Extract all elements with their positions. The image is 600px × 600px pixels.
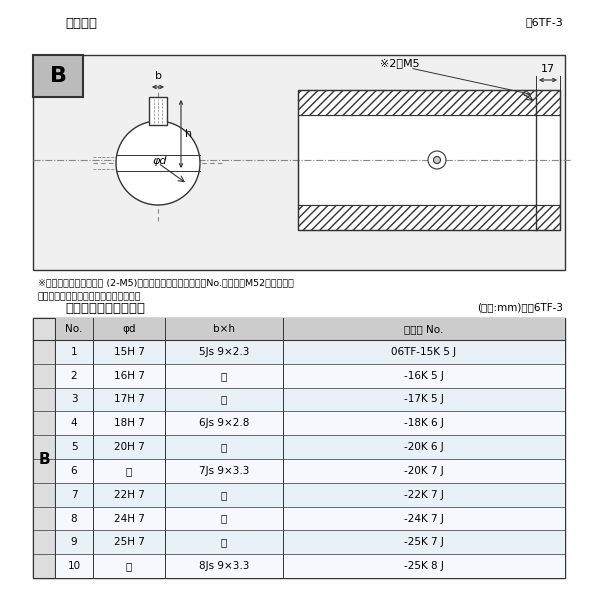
Text: -22K 7 J: -22K 7 J	[404, 490, 444, 500]
Text: 16H 7: 16H 7	[113, 371, 145, 381]
Text: 1: 1	[71, 347, 77, 357]
Text: 〃: 〃	[221, 514, 227, 523]
Text: -17K 5 J: -17K 5 J	[404, 395, 444, 404]
Text: 3: 3	[71, 395, 77, 404]
Text: 18H 7: 18H 7	[113, 418, 145, 428]
Circle shape	[433, 157, 440, 163]
Text: 7Js 9×3.3: 7Js 9×3.3	[199, 466, 249, 476]
Text: 〃: 〃	[221, 538, 227, 547]
Text: h: h	[185, 129, 192, 139]
Text: -18K 6 J: -18K 6 J	[404, 418, 444, 428]
Text: 囶6TF-3: 囶6TF-3	[525, 17, 563, 27]
Text: 8Js 9×3.3: 8Js 9×3.3	[199, 561, 249, 571]
Text: 2: 2	[71, 371, 77, 381]
Text: 5: 5	[71, 442, 77, 452]
Text: 15H 7: 15H 7	[113, 347, 145, 357]
Bar	[33, 318, 55, 578]
Text: ※セットボルト用タップ (2-M5)が必要な場合は右記コードNo.の末尾にM52を付ける。: ※セットボルト用タップ (2-M5)が必要な場合は右記コードNo.の末尾にM52…	[38, 278, 294, 287]
Text: -16K 5 J: -16K 5 J	[404, 371, 444, 381]
Text: 22H 7: 22H 7	[113, 490, 145, 500]
Text: 24H 7: 24H 7	[113, 514, 145, 523]
Text: B: B	[49, 66, 67, 86]
Text: b×h: b×h	[213, 324, 235, 334]
Text: 4: 4	[71, 418, 77, 428]
Bar	[298, 90, 560, 230]
Bar	[149, 97, 167, 125]
Bar	[298, 90, 560, 115]
Bar	[55, 530, 565, 554]
Text: b: b	[155, 71, 161, 81]
Bar	[33, 55, 565, 270]
Circle shape	[116, 121, 200, 205]
Text: 9: 9	[71, 538, 77, 547]
Bar	[33, 55, 83, 97]
Bar	[33, 318, 565, 578]
Text: 6Js 9×2.8: 6Js 9×2.8	[199, 418, 249, 428]
Text: 〃: 〃	[221, 490, 227, 500]
Text: 8: 8	[71, 514, 77, 523]
Text: No.: No.	[65, 324, 83, 334]
Bar	[298, 205, 560, 230]
Text: ※2－M5: ※2－M5	[380, 58, 419, 68]
Text: φd: φd	[122, 324, 136, 334]
Text: 〃: 〃	[126, 466, 132, 476]
Bar	[55, 554, 565, 578]
Bar	[298, 115, 560, 205]
Text: 軸穴形状: 軸穴形状	[65, 17, 97, 30]
Text: 〃: 〃	[221, 442, 227, 452]
Text: コード No.: コード No.	[404, 324, 443, 334]
Text: 7: 7	[71, 490, 77, 500]
Text: (単位:mm)　表6TF-3: (単位:mm) 表6TF-3	[477, 302, 563, 312]
Text: 10: 10	[67, 561, 80, 571]
Text: φd: φd	[153, 156, 167, 166]
Bar	[55, 412, 565, 435]
Text: 〃: 〃	[126, 561, 132, 571]
Bar	[55, 364, 565, 388]
Text: -25K 8 J: -25K 8 J	[404, 561, 444, 571]
Text: -20K 7 J: -20K 7 J	[404, 466, 444, 476]
Text: -24K 7 J: -24K 7 J	[404, 514, 444, 523]
Bar	[55, 318, 565, 340]
Text: （セットボルトは付属されています。）: （セットボルトは付属されています。）	[38, 292, 142, 301]
Text: 20H 7: 20H 7	[113, 442, 145, 452]
Text: 17H 7: 17H 7	[113, 395, 145, 404]
Text: 6: 6	[71, 466, 77, 476]
Bar	[55, 483, 565, 506]
Bar	[55, 506, 565, 530]
Bar	[55, 459, 565, 483]
Bar	[55, 435, 565, 459]
Text: 〃: 〃	[221, 371, 227, 381]
Bar	[55, 388, 565, 412]
Text: -25K 7 J: -25K 7 J	[404, 538, 444, 547]
Circle shape	[428, 151, 446, 169]
Text: 軸穴形状コード一覧表: 軸穴形状コード一覧表	[65, 302, 145, 315]
Text: 17: 17	[541, 64, 555, 74]
Text: 06TF-15K 5 J: 06TF-15K 5 J	[391, 347, 457, 357]
Text: -20K 6 J: -20K 6 J	[404, 442, 444, 452]
Text: B: B	[38, 451, 50, 467]
Text: 〃: 〃	[221, 395, 227, 404]
Bar	[55, 340, 565, 364]
Text: 25H 7: 25H 7	[113, 538, 145, 547]
Text: 5Js 9×2.3: 5Js 9×2.3	[199, 347, 249, 357]
